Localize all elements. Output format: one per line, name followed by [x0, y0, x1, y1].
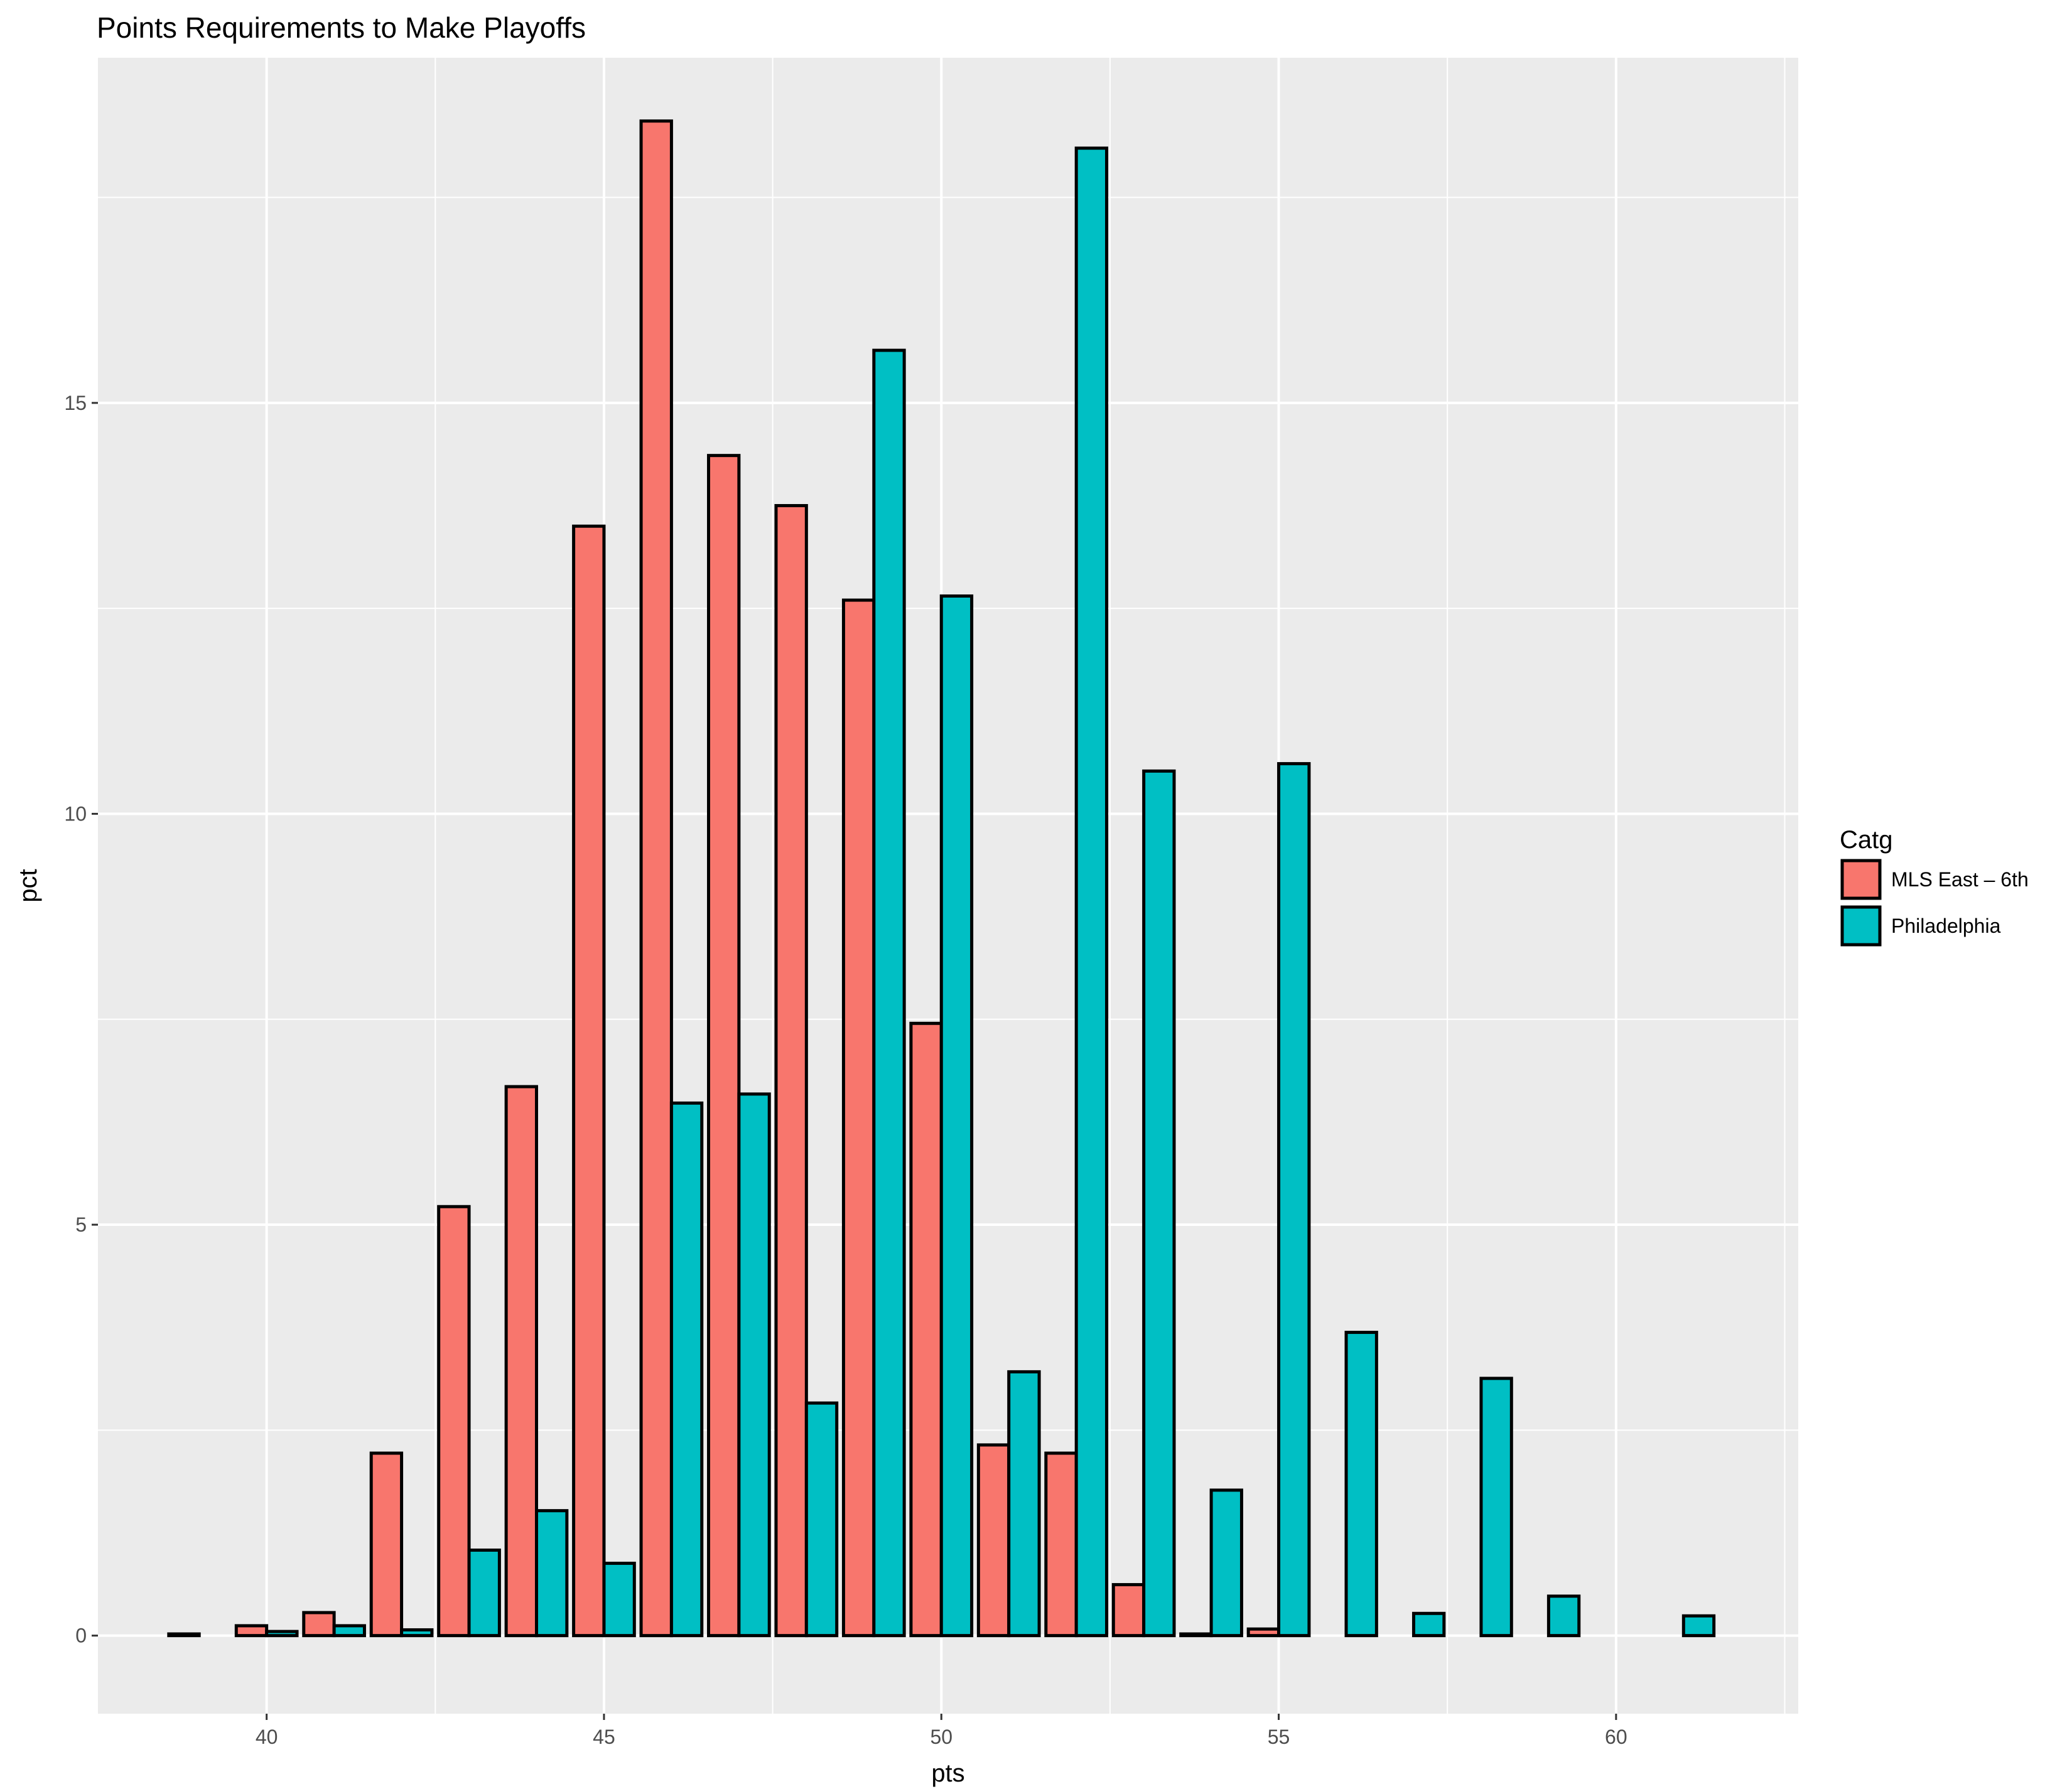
legend-label-mls-east-6th: MLS East – 6th	[1891, 868, 2029, 891]
y-tick-label: 0	[75, 1625, 87, 1647]
x-tick-label: 50	[930, 1726, 952, 1748]
bar-mls-east-6th-52	[1044, 1451, 1078, 1638]
bar-mls-east-6th-49	[841, 598, 876, 1638]
bars	[167, 119, 1716, 1638]
bar-mls-east-6th-40	[234, 1624, 269, 1638]
bar-philadelphia-58	[1479, 1377, 1513, 1638]
y-tick-label: 5	[75, 1213, 87, 1236]
bar-mls-east-6th-44	[504, 1085, 538, 1638]
bar-philadelphia-53	[1142, 769, 1176, 1638]
x-tick-label: 55	[1268, 1726, 1290, 1748]
legend-key-philadelphia	[1840, 905, 1882, 947]
bar-philadelphia-44	[534, 1509, 569, 1638]
bar-mls-east-6th-41	[302, 1611, 336, 1638]
legend-label-philadelphia: Philadelphia	[1891, 915, 2001, 937]
bar-philadelphia-61	[1681, 1614, 1716, 1638]
bar-philadelphia-56	[1344, 1331, 1378, 1638]
bar-mls-east-6th-51	[976, 1443, 1011, 1638]
bar-philadelphia-59	[1546, 1594, 1581, 1638]
bar-philadelphia-57	[1411, 1611, 1446, 1638]
bar-philadelphia-48	[804, 1401, 839, 1638]
bar-philadelphia-54	[1209, 1488, 1243, 1638]
y-axis-title: pct	[14, 869, 42, 902]
legend-key-mls-east-6th	[1840, 859, 1882, 900]
bar-philadelphia-49	[872, 348, 906, 1638]
x-axis-title: pts	[931, 1759, 964, 1787]
bar-philadelphia-40	[265, 1630, 299, 1638]
bar-philadelphia-50	[939, 594, 974, 1638]
y-axis: 0 5 10 15	[64, 392, 98, 1647]
x-tick-label: 60	[1605, 1726, 1627, 1748]
bar-mls-east-6th-54	[1179, 1632, 1213, 1638]
bar-mls-east-6th-42	[369, 1451, 404, 1638]
bar-philadelphia-52	[1074, 146, 1109, 1638]
bar-philadelphia-47	[737, 1092, 771, 1638]
y-tick-label: 15	[64, 392, 87, 414]
bar-philadelphia-43	[467, 1548, 501, 1638]
bar-mls-east-6th-47	[707, 454, 741, 1638]
bar-philadelphia-41	[332, 1624, 366, 1638]
bar-mls-east-6th-46	[639, 119, 673, 1638]
bar-mls-east-6th-53	[1111, 1582, 1146, 1638]
x-tick-label: 40	[256, 1726, 278, 1748]
bar-philadelphia-55	[1277, 762, 1311, 1638]
bar-philadelphia-51	[1007, 1370, 1041, 1638]
bar-philadelphia-45	[602, 1561, 636, 1638]
bar-mls-east-6th-43	[437, 1205, 471, 1638]
bar-philadelphia-46	[669, 1101, 704, 1638]
bar-mls-east-6th-39	[167, 1632, 201, 1638]
bar-philadelphia-42	[400, 1628, 434, 1638]
bar-mls-east-6th-50	[909, 1021, 943, 1638]
x-axis: 40 45 50 55 60	[256, 1714, 1627, 1748]
x-tick-label: 45	[593, 1726, 615, 1748]
bar-mls-east-6th-45	[572, 524, 606, 1638]
bar-mls-east-6th-55	[1246, 1627, 1281, 1638]
y-tick-label: 10	[64, 802, 87, 825]
legend: Catg MLS East – 6th Philadelphia	[1840, 826, 2029, 947]
bar-mls-east-6th-48	[774, 504, 808, 1638]
legend-title: Catg	[1840, 826, 1893, 854]
chart-title: Points Requirements to Make Playoffs	[97, 11, 586, 44]
